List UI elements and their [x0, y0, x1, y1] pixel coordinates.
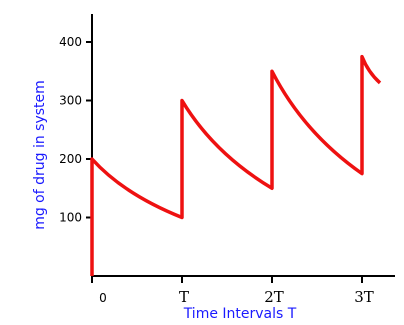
- y-tick-label: 200: [59, 152, 82, 166]
- x-tick-label: 3T: [354, 288, 374, 306]
- y-tick-label: 300: [59, 94, 82, 108]
- x-tick-label: 2T: [264, 288, 284, 306]
- series-line-drug-amount: [90, 54, 382, 276]
- x-tick-label: 0: [99, 291, 107, 305]
- x-axis-title: Time Intervals T: [183, 306, 297, 322]
- y-tick-label: 100: [59, 211, 82, 225]
- y-tick-label: 400: [59, 35, 82, 49]
- y-axis-title: mg of drug in system: [32, 80, 48, 230]
- y-ticks: 100 200 300 400: [59, 35, 92, 225]
- x-ticks: 0 T 2T 3T: [91, 276, 374, 306]
- x-tick-label: T: [179, 288, 189, 306]
